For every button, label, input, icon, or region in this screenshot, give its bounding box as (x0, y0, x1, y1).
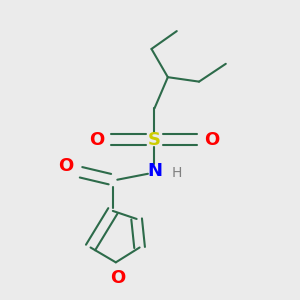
Text: O: O (204, 130, 220, 148)
Text: O: O (89, 130, 104, 148)
Text: O: O (110, 269, 125, 287)
Text: O: O (58, 157, 74, 175)
Text: H: H (172, 166, 182, 180)
Text: N: N (147, 162, 162, 180)
Text: S: S (148, 130, 161, 148)
